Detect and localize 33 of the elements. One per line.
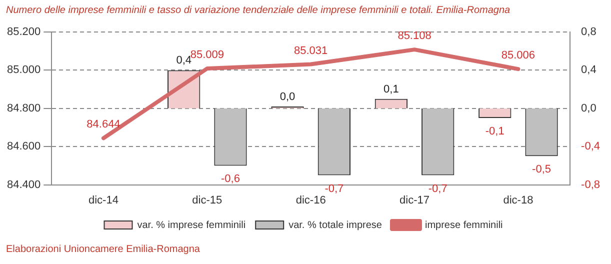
x-tick-label: dic-15: [192, 194, 222, 206]
legend-label: var. % imprese femminili: [137, 220, 246, 231]
y2-tick-label: -0,4: [581, 140, 600, 153]
chart-title: Numero delle imprese femminili e tasso di variazione tendenziale delle imprese femminili e totali. Emilia-Romagna: [6, 5, 510, 16]
x-tick-label: dic-16: [296, 194, 326, 206]
y-tick-label: 85.000: [6, 64, 41, 76]
y2-tick-label: 0,4: [581, 64, 596, 76]
data-label: 85.006: [501, 50, 536, 62]
y-tick-label: 85.200: [6, 26, 41, 38]
data-label: 84.644: [86, 118, 120, 131]
data-label: 85.108: [398, 30, 432, 42]
data-label: 0,4: [176, 54, 192, 67]
legend-label: var. % totale imprese: [288, 220, 382, 231]
data-label: -0,7: [324, 182, 344, 195]
data-label: 85.009: [190, 49, 224, 62]
y-tick-label: 84.600: [6, 140, 41, 153]
y2-tick-label: 0,8: [581, 26, 596, 38]
x-tick-label: dic-14: [88, 194, 118, 206]
x-tick-label: dic-17: [400, 194, 430, 206]
y-tick-label: 84.800: [6, 102, 41, 114]
data-label: -0,1: [485, 125, 504, 138]
data-label: -0,6: [221, 173, 240, 186]
data-label: 0,1: [384, 83, 399, 96]
data-label: -0,7: [428, 182, 448, 195]
y2-tick-label: -0,8: [581, 178, 600, 191]
x-tick-label: dic-18: [503, 194, 534, 206]
text: Elaborazioni Unioncamere Emilia-Romagna: [6, 244, 200, 255]
data-label: 0,0: [280, 91, 296, 104]
y-tick-label: 84.400: [6, 178, 41, 191]
legend-label: imprese femminili: [424, 220, 503, 231]
data-label: 85.031: [294, 44, 328, 57]
y2-tick-label: 0,0: [581, 102, 596, 114]
data-label: -0,5: [532, 164, 552, 176]
